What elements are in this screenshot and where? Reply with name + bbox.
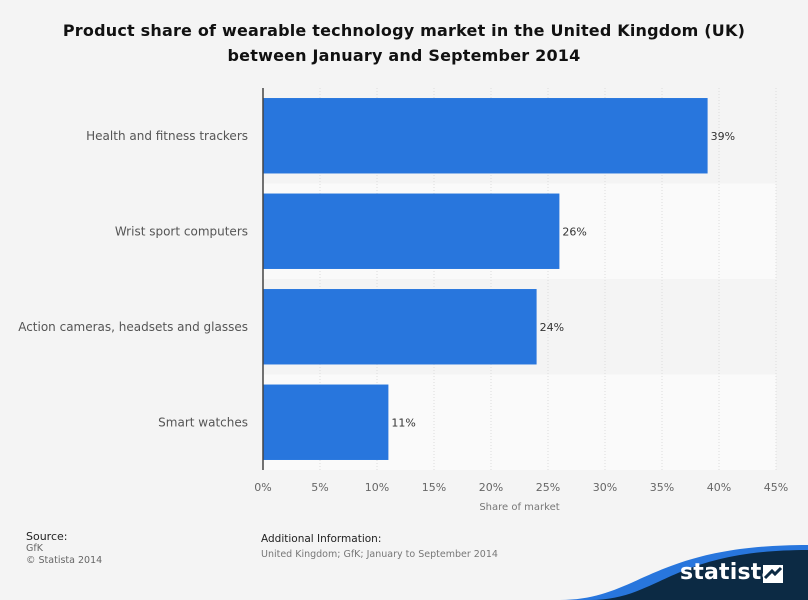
data-label: 11% <box>391 416 415 429</box>
source-block: Source: GfK © Statista 2014 <box>26 531 102 567</box>
x-tick-label: 10% <box>365 481 389 494</box>
statista-logo-icon[interactable] <box>763 565 783 583</box>
data-labels: 39% 26% 24% 11% <box>391 130 735 430</box>
chart-title: Product share of wearable technology mar… <box>0 18 808 68</box>
bar[interactable] <box>263 98 708 174</box>
x-tick-label: 20% <box>479 481 503 494</box>
data-label: 26% <box>562 225 586 238</box>
bars <box>263 98 708 460</box>
source-value[interactable]: GfK <box>26 543 43 554</box>
x-tick-label: 5% <box>311 481 328 494</box>
x-tick-label: 15% <box>422 481 446 494</box>
copyright-link[interactable]: © Statista 2014 <box>26 555 103 566</box>
bar[interactable] <box>263 289 537 365</box>
category-label: Health and fitness trackers <box>86 129 248 143</box>
x-tick-label: 25% <box>536 481 560 494</box>
data-label: 24% <box>540 321 564 334</box>
additional-info-block: Additional Information: United Kingdom; … <box>261 533 498 560</box>
category-label: Action cameras, headsets and glasses <box>18 320 248 334</box>
additional-info-label: Additional Information: <box>261 533 382 545</box>
category-label: Wrist sport computers <box>115 224 248 238</box>
x-tick-label: 30% <box>593 481 617 494</box>
source-label: Source: <box>26 530 68 543</box>
x-tick-label: 40% <box>707 481 731 494</box>
x-tick-label: 0% <box>254 481 271 494</box>
bar[interactable] <box>263 193 560 269</box>
category-label: Smart watches <box>158 415 248 429</box>
statista-logo-text[interactable]: statista <box>680 560 777 585</box>
x-axis-title: Share of market <box>479 502 559 513</box>
x-tick-labels: 0% 5% 10% 15% 20% 25% 30% 35% 40% 45% <box>254 481 788 494</box>
x-tick-label: 45% <box>764 481 788 494</box>
brand-band-main <box>590 550 808 600</box>
category-labels: Health and fitness trackers Wrist sport c… <box>18 129 248 430</box>
chart-title-line-1: Product share of wearable technology mar… <box>62 21 746 40</box>
data-label: 39% <box>711 130 735 143</box>
chart-title-line-2: between January and September 2014 <box>227 46 581 65</box>
additional-info-text: United Kingdom; GfK; January to Septembe… <box>261 549 498 560</box>
bar[interactable] <box>263 384 389 460</box>
x-tick-label: 35% <box>650 481 674 494</box>
